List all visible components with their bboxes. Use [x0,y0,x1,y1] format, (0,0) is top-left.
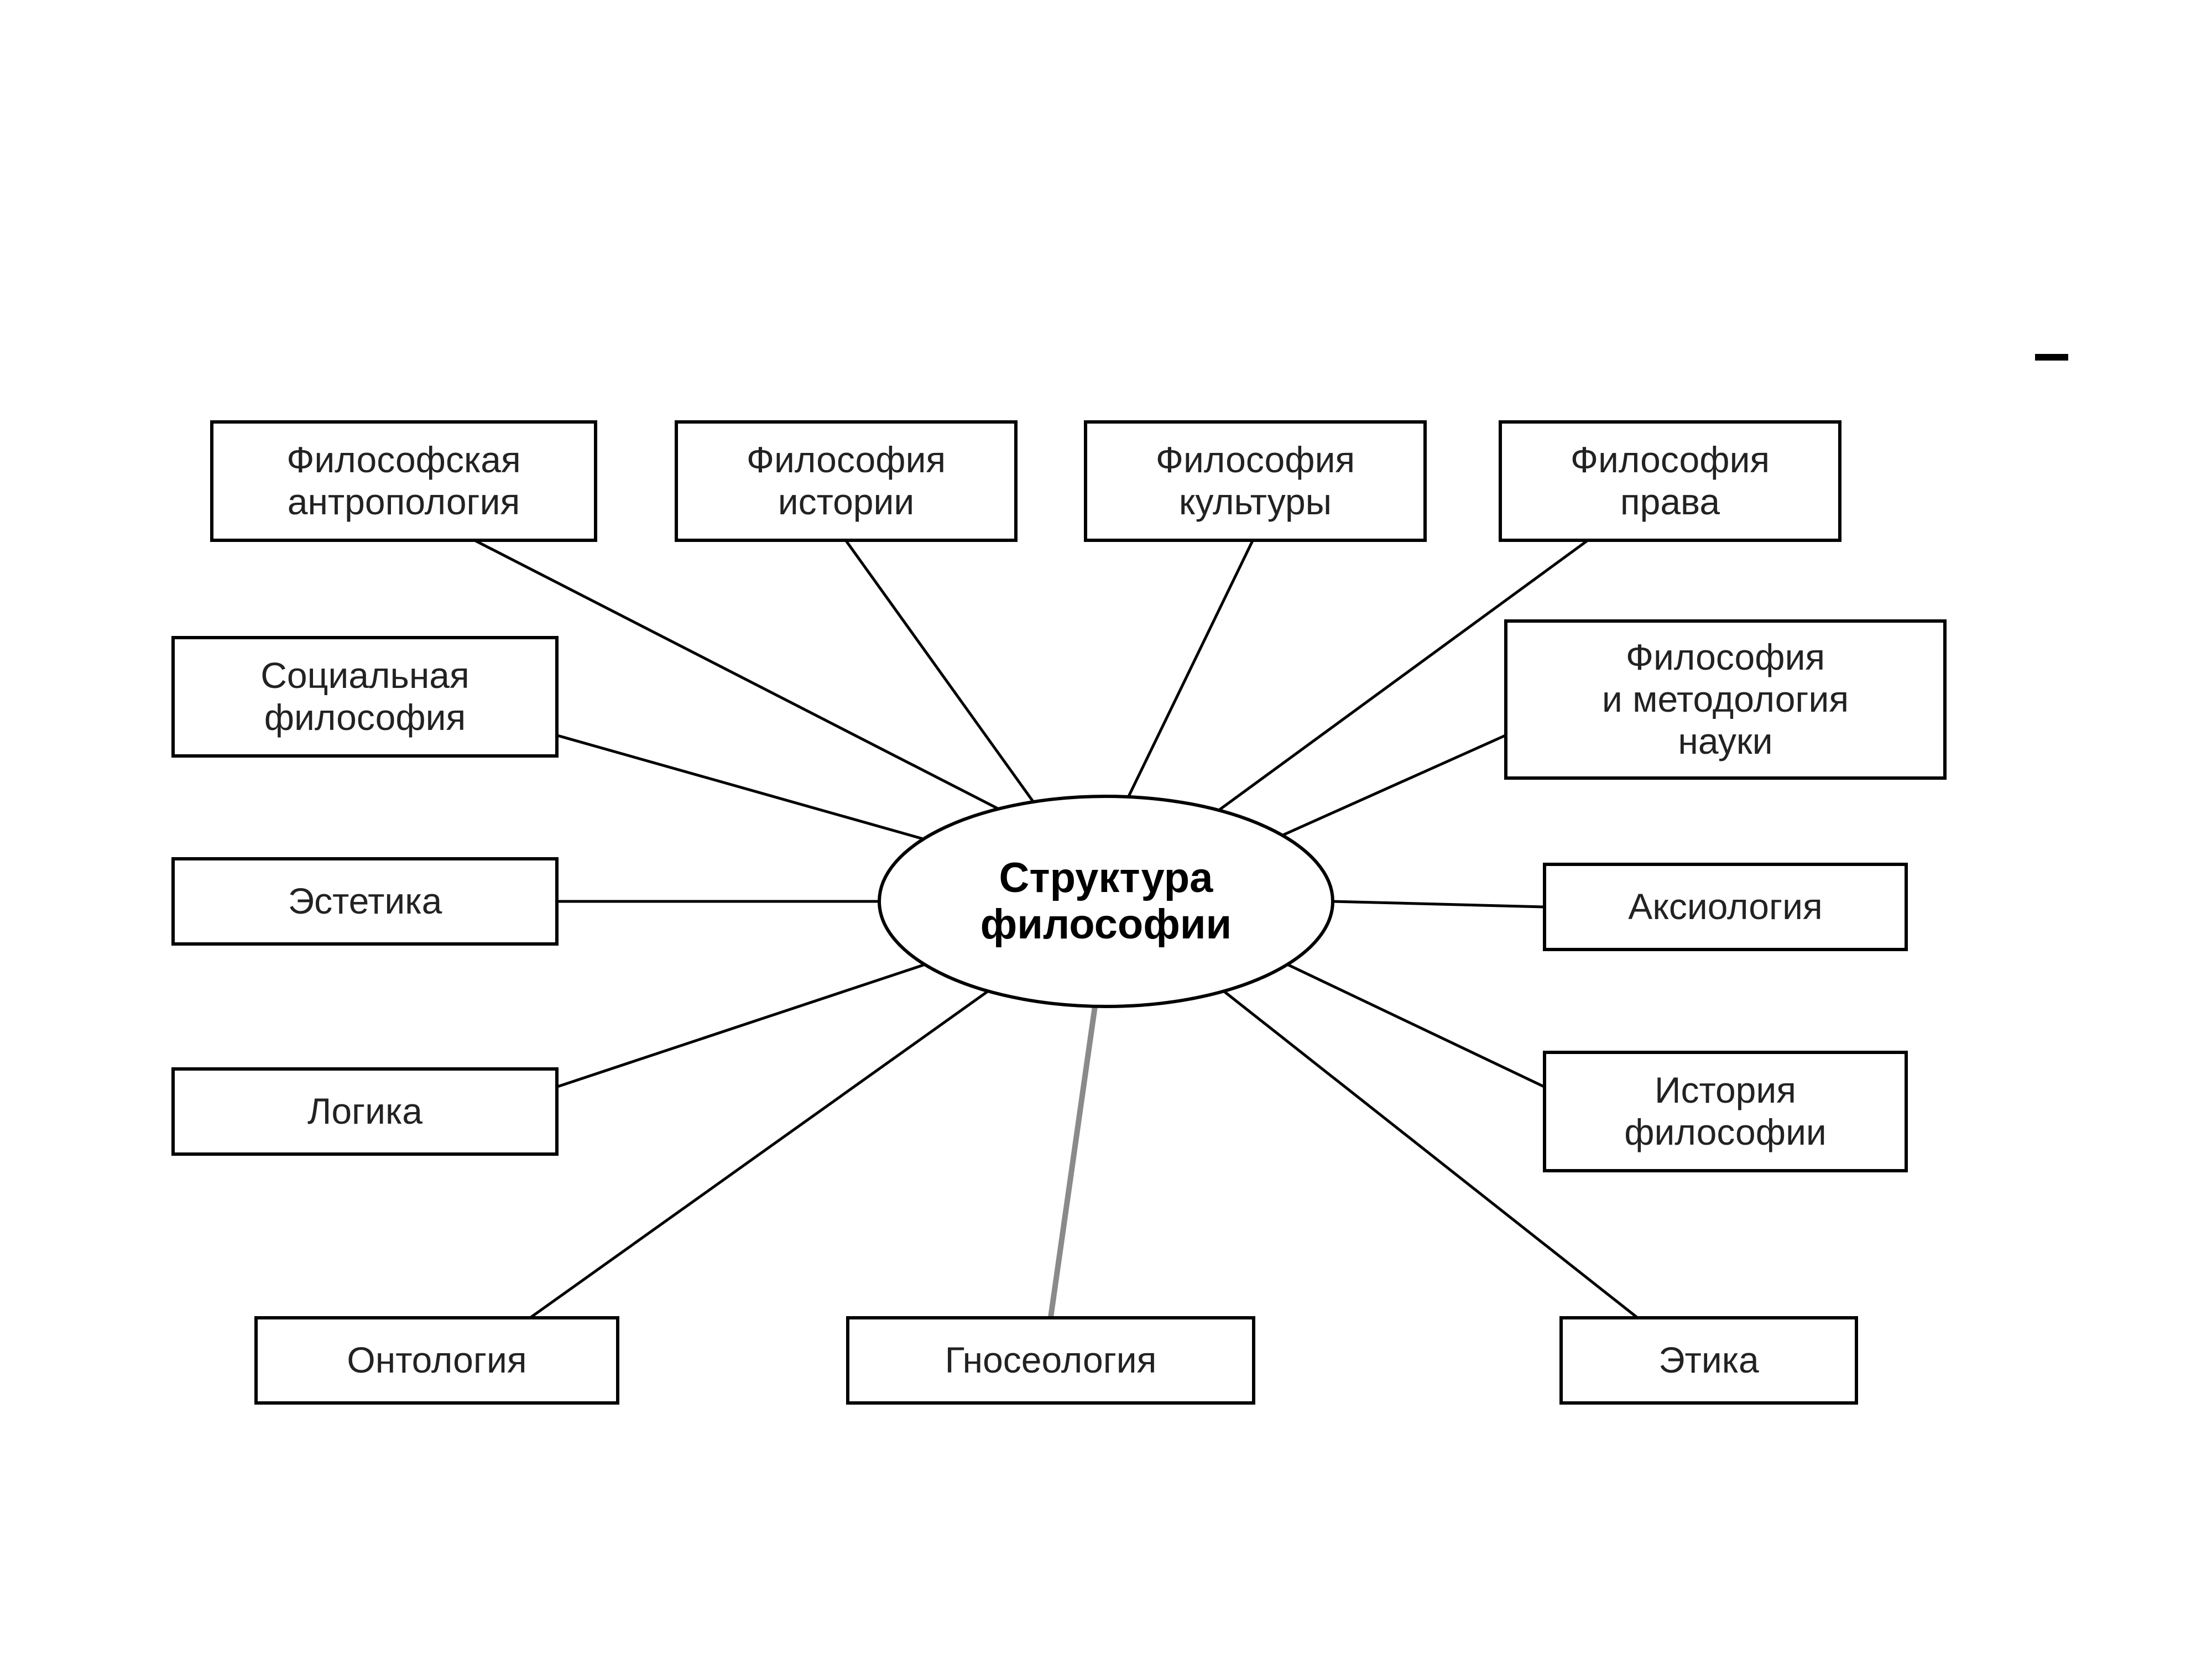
node-label: Аксиология [1628,886,1822,928]
edge-line [1051,1006,1095,1317]
node-filosofiya-prava: Философияправа [1499,420,1841,542]
node-istoriya-filosofii: Историяфилософии [1543,1051,1908,1172]
node-label: Логика [307,1091,422,1133]
node-socialnaya-filosofiya: Социальнаяфилософия [171,636,559,758]
node-filosofiya-istorii: Философияистории [675,420,1018,542]
edge-line [557,735,929,841]
node-label: Социальнаяфилософия [260,655,469,739]
node-logika: Логика [171,1067,559,1156]
node-label: Историяфилософии [1624,1070,1827,1154]
node-ontologiya: Онтология [254,1316,619,1405]
node-filosofiya-i-metodologiya-nauki: Философияи методологиянауки [1504,619,1947,780]
node-label: Философияи методологиянауки [1602,637,1849,763]
edge-line [1333,901,1544,907]
node-etika: Этика [1559,1316,1858,1405]
node-label: Философиякультуры [1156,439,1355,523]
node-label: Этика [1658,1339,1759,1381]
node-label: Философскаяантропология [286,439,521,523]
node-label: Философияправа [1571,439,1770,523]
edge-line [557,965,924,1087]
edge-line [531,990,990,1317]
node-label: Философияистории [747,439,946,523]
node-filosofskaya-antropologiya: Философскаяантропология [210,420,597,542]
edge-line [1128,541,1253,797]
node-estetika: Эстетика [171,857,559,946]
decorative-tick [2035,354,2068,361]
node-filosofiya-kultury: Философиякультуры [1084,420,1427,542]
node-gnoseologiya: Гносеология [846,1316,1255,1405]
node-label: Эстетика [288,880,442,922]
diagram-canvas: { "diagram": { "type": "network", "backg… [0,0,2212,1659]
node-aksiologiya: Аксиология [1543,863,1908,951]
edge-line [846,541,1034,803]
node-label: Онтология [347,1339,526,1381]
node-label: Гносеология [945,1339,1157,1381]
center-node: Структурафилософии [879,796,1333,1006]
center-node-label: Структурафилософии [980,855,1232,947]
